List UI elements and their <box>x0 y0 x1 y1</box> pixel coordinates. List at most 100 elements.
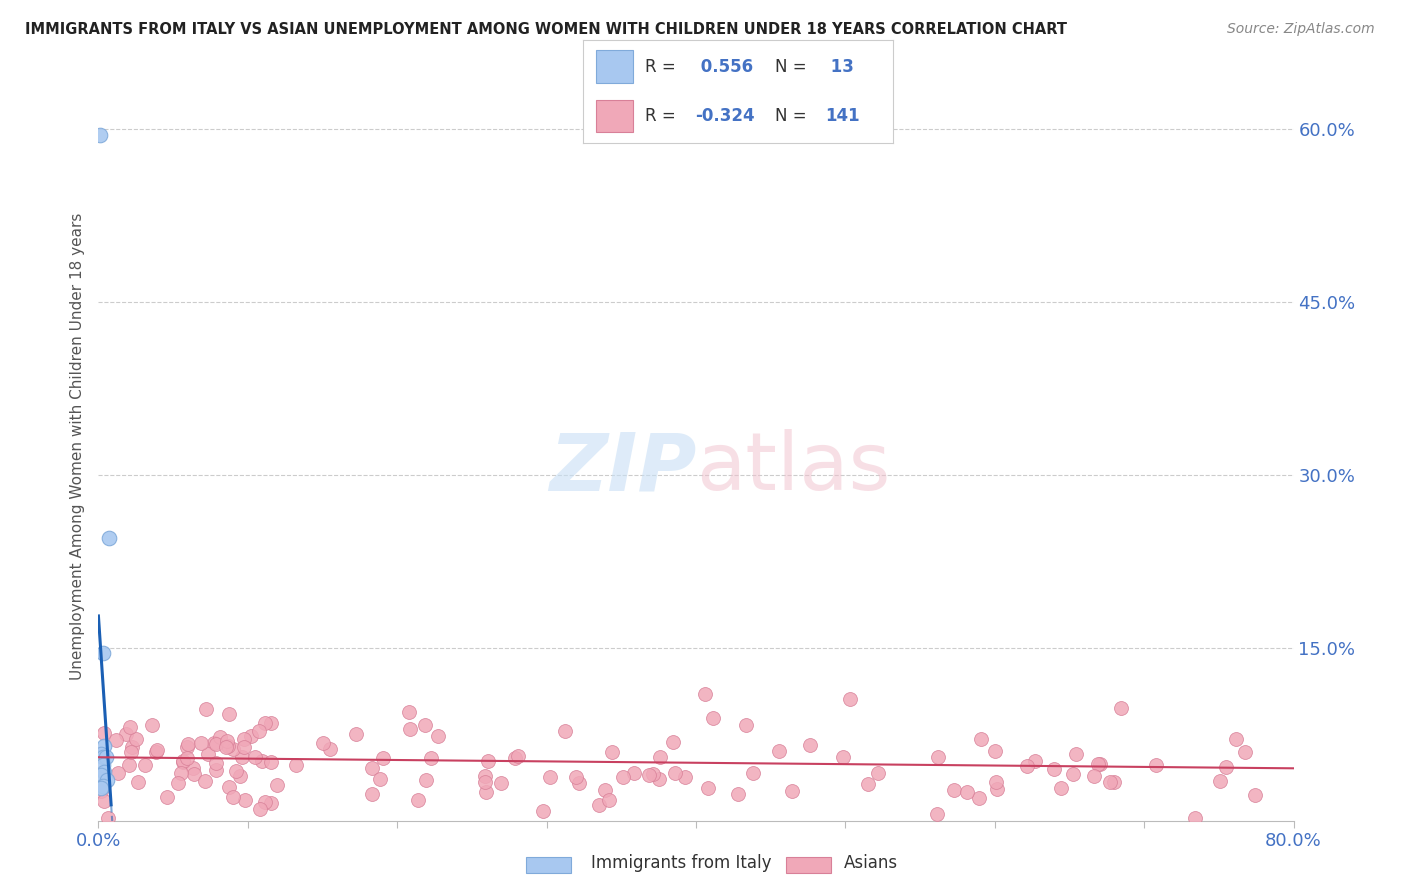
Point <box>475 784 498 798</box>
Point <box>93 739 115 753</box>
Point <box>568 775 591 789</box>
Point <box>780 784 803 798</box>
Point <box>839 692 862 706</box>
Point <box>643 767 665 781</box>
Point <box>121 740 143 755</box>
Point <box>1099 775 1122 789</box>
Point <box>986 774 1008 789</box>
Point <box>205 756 228 770</box>
Point <box>176 751 198 765</box>
Point <box>183 766 205 780</box>
Point <box>202 736 225 750</box>
Point <box>368 772 391 786</box>
Point <box>623 765 645 780</box>
Point <box>105 733 128 747</box>
Point <box>361 761 384 775</box>
Point <box>181 761 204 775</box>
Point <box>1184 811 1206 825</box>
Point <box>177 738 200 752</box>
Point <box>693 687 716 701</box>
Point <box>260 755 283 769</box>
Text: Immigrants from Italy: Immigrants from Italy <box>591 855 770 872</box>
Point <box>218 707 240 722</box>
Point <box>247 723 270 738</box>
Point <box>91 647 114 661</box>
Point <box>1015 759 1038 773</box>
Point <box>194 702 217 716</box>
Point <box>415 772 437 787</box>
Point <box>927 807 949 822</box>
Point <box>1050 781 1073 796</box>
Point <box>233 793 256 807</box>
Point <box>166 775 188 789</box>
Point <box>125 731 148 746</box>
Point <box>194 774 217 789</box>
Point <box>120 745 142 759</box>
Point <box>1087 756 1109 771</box>
Bar <box>526 857 571 872</box>
Text: 0.556: 0.556 <box>695 58 754 76</box>
Point <box>593 783 616 797</box>
Point <box>967 790 990 805</box>
Point <box>664 765 686 780</box>
Point <box>94 750 117 764</box>
Point <box>986 782 1008 797</box>
Point <box>1083 769 1105 783</box>
Point <box>91 779 114 793</box>
Text: N =: N = <box>775 58 807 76</box>
Point <box>90 781 112 796</box>
Point <box>93 794 115 808</box>
Point <box>89 128 111 142</box>
Point <box>650 749 672 764</box>
Point <box>217 733 239 747</box>
Point <box>662 735 685 749</box>
Point <box>489 776 512 790</box>
Point <box>96 773 118 788</box>
Point <box>141 718 163 732</box>
Point <box>398 705 420 719</box>
Point <box>702 711 724 725</box>
Point <box>1225 731 1247 746</box>
Point <box>868 765 890 780</box>
Point <box>239 729 262 743</box>
Point <box>1215 760 1237 774</box>
Point <box>91 758 114 772</box>
Text: atlas: atlas <box>696 429 890 508</box>
Point <box>146 742 169 756</box>
Point <box>1090 756 1112 771</box>
Text: IMMIGRANTS FROM ITALY VS ASIAN UNEMPLOYMENT AMONG WOMEN WITH CHILDREN UNDER 18 Y: IMMIGRANTS FROM ITALY VS ASIAN UNEMPLOYM… <box>25 22 1067 37</box>
Point <box>115 727 138 741</box>
Text: 141: 141 <box>825 107 859 125</box>
Point <box>373 751 395 765</box>
Point <box>1102 775 1125 789</box>
Point <box>118 757 141 772</box>
Point <box>170 766 193 780</box>
Point <box>697 780 720 795</box>
Point <box>420 751 443 765</box>
Point <box>232 739 254 754</box>
Point <box>172 754 194 768</box>
Point <box>612 770 634 784</box>
Point <box>176 739 198 754</box>
Point <box>1109 701 1132 715</box>
Point <box>942 783 965 797</box>
Point <box>598 793 620 807</box>
Point <box>927 749 949 764</box>
Point <box>284 758 307 772</box>
Point <box>197 747 219 761</box>
Point <box>134 757 156 772</box>
Point <box>229 769 252 783</box>
Point <box>221 742 243 756</box>
Point <box>427 729 450 743</box>
Point <box>254 795 277 809</box>
Point <box>506 749 529 764</box>
Point <box>344 727 367 741</box>
Point <box>538 770 561 784</box>
Point <box>1043 762 1066 776</box>
Point <box>413 718 436 732</box>
Text: R =: R = <box>645 58 676 76</box>
Point <box>1064 747 1087 762</box>
Point <box>97 531 120 545</box>
Point <box>204 763 226 777</box>
Point <box>172 755 194 769</box>
